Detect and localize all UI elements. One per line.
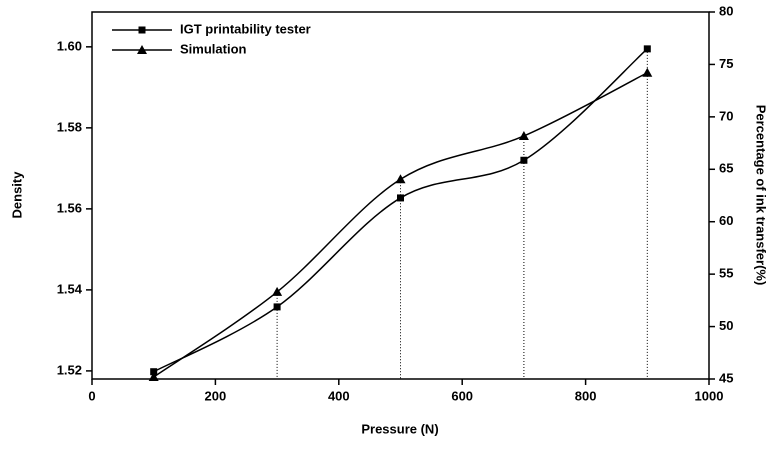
marker bbox=[138, 26, 146, 34]
marker bbox=[643, 45, 651, 53]
y2-tick-label: 80 bbox=[719, 3, 733, 18]
legend: IGT printability tester Simulation bbox=[112, 21, 311, 56]
marker bbox=[397, 194, 404, 202]
y2-tick-label: 60 bbox=[719, 213, 733, 228]
marker bbox=[642, 67, 653, 77]
x-tick-label: 600 bbox=[451, 388, 473, 403]
marker bbox=[395, 174, 406, 184]
y2-tick-label: 65 bbox=[719, 161, 733, 176]
plot-frame bbox=[91, 11, 710, 380]
y-tick-label: 1.52 bbox=[57, 362, 82, 377]
y2-axis-label: Percentage of ink transfer(%) bbox=[754, 105, 769, 286]
y-tick-label: 1.54 bbox=[57, 281, 83, 296]
legend-label: Simulation bbox=[180, 41, 247, 56]
y2-tick-label: 75 bbox=[719, 56, 733, 71]
y-tick-label: 1.58 bbox=[57, 119, 82, 134]
y2-tick-label: 50 bbox=[719, 318, 733, 333]
y2-tick-label: 45 bbox=[719, 370, 733, 385]
marker bbox=[273, 303, 281, 311]
y2-tick-label: 70 bbox=[719, 108, 733, 123]
marker bbox=[272, 286, 283, 296]
x-tick-label: 0 bbox=[88, 388, 95, 403]
marker bbox=[518, 130, 529, 140]
x-tick-label: 400 bbox=[328, 388, 350, 403]
y-axis-label: Density bbox=[9, 171, 24, 219]
marker bbox=[520, 156, 528, 164]
x-axis-label: Pressure (N) bbox=[361, 421, 438, 436]
y-tick-label: 1.56 bbox=[57, 200, 82, 215]
y-tick-label: 1.60 bbox=[57, 38, 82, 53]
y2-tick-label: 55 bbox=[719, 266, 733, 281]
legend-label: IGT printability tester bbox=[180, 21, 311, 36]
x-tick-label: 800 bbox=[575, 388, 597, 403]
x-tick-label: 1000 bbox=[695, 388, 724, 403]
x-tick-label: 200 bbox=[205, 388, 227, 403]
marker bbox=[150, 368, 158, 376]
marker bbox=[137, 45, 147, 54]
marker bbox=[148, 371, 159, 381]
